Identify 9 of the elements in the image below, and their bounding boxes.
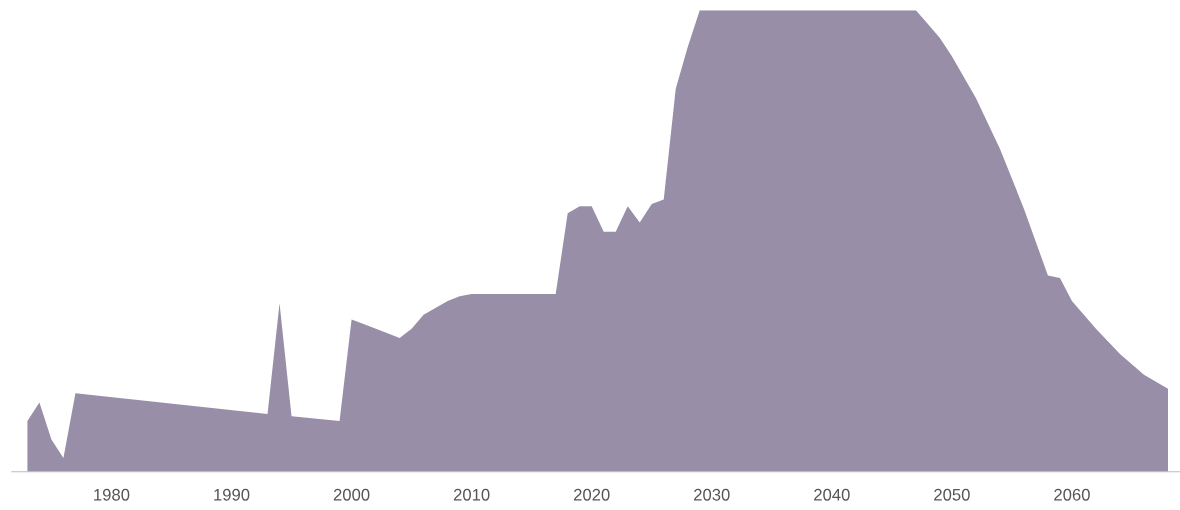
x-tick-label: 2060 bbox=[1054, 488, 1090, 501]
x-tick-label: 2050 bbox=[934, 488, 970, 501]
x-tick-label: 1980 bbox=[94, 488, 130, 501]
x-tick-label: 1990 bbox=[214, 488, 250, 501]
x-tick-label: 2030 bbox=[694, 488, 730, 501]
x-tick-label: 2000 bbox=[333, 488, 370, 501]
x-tick-label: 2020 bbox=[574, 488, 610, 501]
x-tick-label: 2040 bbox=[814, 488, 850, 501]
x-tick-label: 2010 bbox=[453, 488, 490, 501]
